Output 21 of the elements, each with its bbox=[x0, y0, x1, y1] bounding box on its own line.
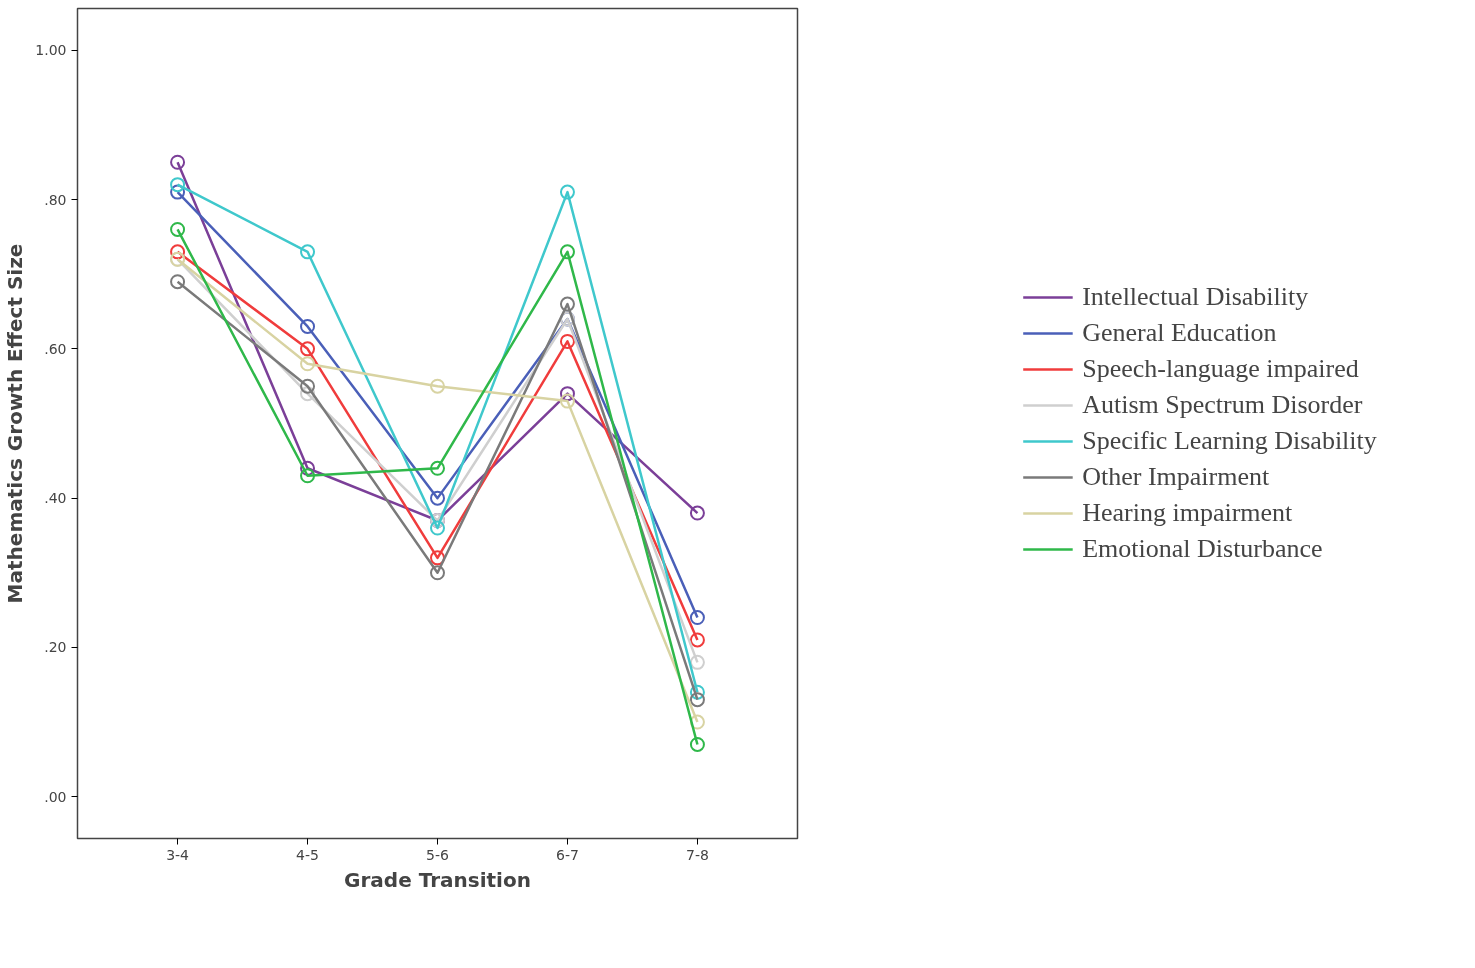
x-tick-label: 7-8 bbox=[685, 846, 709, 863]
y-tick-label: .80 bbox=[44, 191, 67, 208]
y-tick-label: .20 bbox=[44, 639, 67, 656]
x-tick-label: 5-6 bbox=[426, 846, 450, 863]
legend-label: Hearing impairment bbox=[1082, 498, 1293, 528]
x-tick-label: 3-4 bbox=[166, 846, 190, 863]
y-tick-label: .40 bbox=[44, 490, 67, 507]
legend-label: Specific Learning Disability bbox=[1082, 426, 1377, 456]
legend-label: Speech-language impaired bbox=[1082, 354, 1359, 384]
x-tick-label: 6-7 bbox=[556, 846, 579, 863]
legend-label: General Education bbox=[1082, 318, 1277, 348]
y-tick-label: 1.00 bbox=[35, 42, 67, 59]
legend-label: Autism Spectrum Disorder bbox=[1082, 390, 1363, 420]
x-axis-title: Grade Transition bbox=[344, 867, 531, 892]
x-tick-label: 4-5 bbox=[296, 846, 319, 863]
legend-label: Other Impairment bbox=[1082, 462, 1270, 492]
y-axis-title: Mathematics Growth Effect Size bbox=[3, 243, 28, 604]
y-tick-label: .00 bbox=[44, 788, 67, 805]
legend-label: Intellectual Disability bbox=[1082, 282, 1309, 312]
legend-label: Emotional Disturbance bbox=[1082, 534, 1323, 564]
y-tick-label: .60 bbox=[44, 340, 67, 357]
